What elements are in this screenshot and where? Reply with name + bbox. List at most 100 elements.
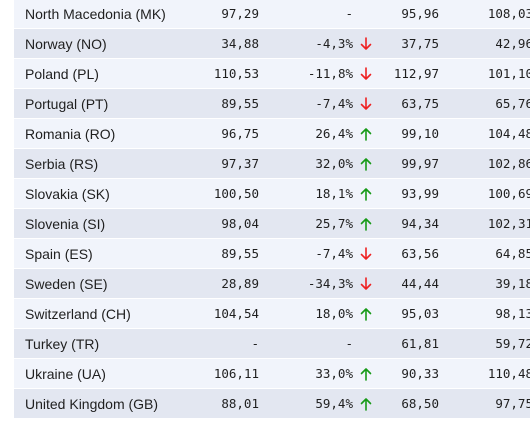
change-cell: -7,4% (266, 238, 354, 269)
value-cell-2: 37,75 (378, 28, 439, 59)
table-row: Serbia (RS) 97,37 32,0% 99,97 102,86 (14, 148, 530, 179)
country-cell: United Kingdom (GB) (14, 388, 181, 419)
value-cell-2: 95,03 (378, 298, 439, 329)
country-cell: Portugal (PT) (14, 88, 181, 119)
value-cell-1: 34,88 (181, 28, 266, 59)
value-cell-2: 99,10 (378, 118, 439, 149)
country-cell: Turkey (TR) (14, 328, 181, 359)
table-row: Switzerland (CH) 104,54 18,0% 95,03 98,13 (14, 298, 530, 329)
change-cell: 26,4% (266, 118, 354, 149)
trend-arrow-cell (354, 88, 378, 119)
table-row: Norway (NO) 34,88 -4,3% 37,75 42,96 (14, 28, 530, 59)
country-cell: Sweden (SE) (14, 268, 181, 299)
table-row: Romania (RO) 96,75 26,4% 99,10 104,48 (14, 118, 530, 149)
value-cell-3: 104,48 (439, 118, 530, 149)
table-row: Spain (ES) 89,55 -7,4% 63,56 64,85 (14, 238, 530, 269)
country-cell: Switzerland (CH) (14, 298, 181, 329)
trend-arrow-cell (354, 388, 378, 419)
value-cell-1: 28,89 (181, 268, 266, 299)
arrow-up-icon (360, 127, 372, 141)
value-cell-2: 112,97 (378, 58, 439, 89)
value-cell-1: 110,53 (181, 58, 266, 89)
trend-arrow-cell (354, 208, 378, 239)
value-cell-1: 88,01 (181, 388, 266, 419)
arrow-down-icon (360, 277, 372, 291)
change-cell: 25,7% (266, 208, 354, 239)
arrow-down-icon (360, 37, 372, 51)
trend-arrow-cell (354, 58, 378, 89)
arrow-down-icon (360, 247, 372, 261)
arrow-up-icon (360, 157, 372, 171)
value-cell-2: 44,44 (378, 268, 439, 299)
value-cell-2: 93,99 (378, 178, 439, 209)
arrow-up-icon (360, 217, 372, 231)
change-cell: 32,0% (266, 148, 354, 179)
value-cell-3: 98,13 (439, 298, 530, 329)
value-cell-1: 104,54 (181, 298, 266, 329)
value-cell-3: 102,86 (439, 148, 530, 179)
table-row: Sweden (SE) 28,89 -34,3% 44,44 39,18 (14, 268, 530, 299)
value-cell-2: 63,75 (378, 88, 439, 119)
table-row: North Macedonia (MK) 97,29-95,96 108,03 (14, 0, 530, 29)
trend-arrow-cell (354, 268, 378, 299)
table-row: Poland (PL) 110,53 -11,8% 112,97 101,10 (14, 58, 530, 89)
value-cell-1: 97,37 (181, 148, 266, 179)
trend-arrow-cell (354, 0, 378, 29)
value-cell-2: 99,97 (378, 148, 439, 179)
change-cell: - (266, 0, 354, 29)
value-cell-3: 101,10 (439, 58, 530, 89)
country-price-table: North Macedonia (MK) 97,29-95,96 108,03 Nor… (14, 0, 530, 419)
value-cell-1: 89,55 (181, 88, 266, 119)
table-row: Ukraine (UA) 106,11 33,0% 90,33 110,48 (14, 358, 530, 389)
change-cell: - (266, 328, 354, 359)
country-cell: Slovenia (SI) (14, 208, 181, 239)
country-cell: Ukraine (UA) (14, 358, 181, 389)
value-cell-3: 42,96 (439, 28, 530, 59)
value-cell-3: 110,48 (439, 358, 530, 389)
change-cell: -4,3% (266, 28, 354, 59)
value-cell-2: 94,34 (378, 208, 439, 239)
trend-arrow-cell (354, 298, 378, 329)
trend-arrow-cell (354, 28, 378, 59)
value-cell-2: 90,33 (378, 358, 439, 389)
value-cell-3: 65,76 (439, 88, 530, 119)
change-cell: 18,1% (266, 178, 354, 209)
change-cell: -11,8% (266, 58, 354, 89)
value-cell-1: 89,55 (181, 238, 266, 269)
country-cell: Romania (RO) (14, 118, 181, 149)
arrow-down-icon (360, 67, 372, 81)
country-cell: North Macedonia (MK) (14, 0, 181, 29)
change-cell: -7,4% (266, 88, 354, 119)
arrow-up-icon (360, 307, 372, 321)
trend-arrow-cell (354, 358, 378, 389)
trend-arrow-cell (354, 148, 378, 179)
trend-arrow-cell (354, 328, 378, 359)
table-row: Slovakia (SK) 100,50 18,1% 93,99 100,69 (14, 178, 530, 209)
country-cell: Spain (ES) (14, 238, 181, 269)
value-cell-3: 100,69 (439, 178, 530, 209)
country-cell: Serbia (RS) (14, 148, 181, 179)
value-cell-2: 95,96 (378, 0, 439, 29)
table-row: Turkey (TR) - -61,81 59,72 (14, 328, 530, 359)
change-cell: 18,0% (266, 298, 354, 329)
arrow-down-icon (360, 97, 372, 111)
country-cell: Slovakia (SK) (14, 178, 181, 209)
country-cell: Norway (NO) (14, 28, 181, 59)
value-cell-2: 63,56 (378, 238, 439, 269)
change-cell: 59,4% (266, 388, 354, 419)
change-cell: -34,3% (266, 268, 354, 299)
trend-arrow-cell (354, 178, 378, 209)
table-row: Portugal (PT) 89,55 -7,4% 63,75 65,76 (14, 88, 530, 119)
value-cell-1: - (181, 328, 266, 359)
value-cell-3: 108,03 (439, 0, 530, 29)
table-body: North Macedonia (MK) 97,29-95,96 108,03 Nor… (14, 0, 530, 419)
value-cell-1: 106,11 (181, 358, 266, 389)
value-cell-1: 100,50 (181, 178, 266, 209)
value-cell-3: 97,75 (439, 388, 530, 419)
value-cell-2: 61,81 (378, 328, 439, 359)
value-cell-1: 96,75 (181, 118, 266, 149)
arrow-up-icon (360, 367, 372, 381)
value-cell-1: 98,04 (181, 208, 266, 239)
trend-arrow-cell (354, 118, 378, 149)
